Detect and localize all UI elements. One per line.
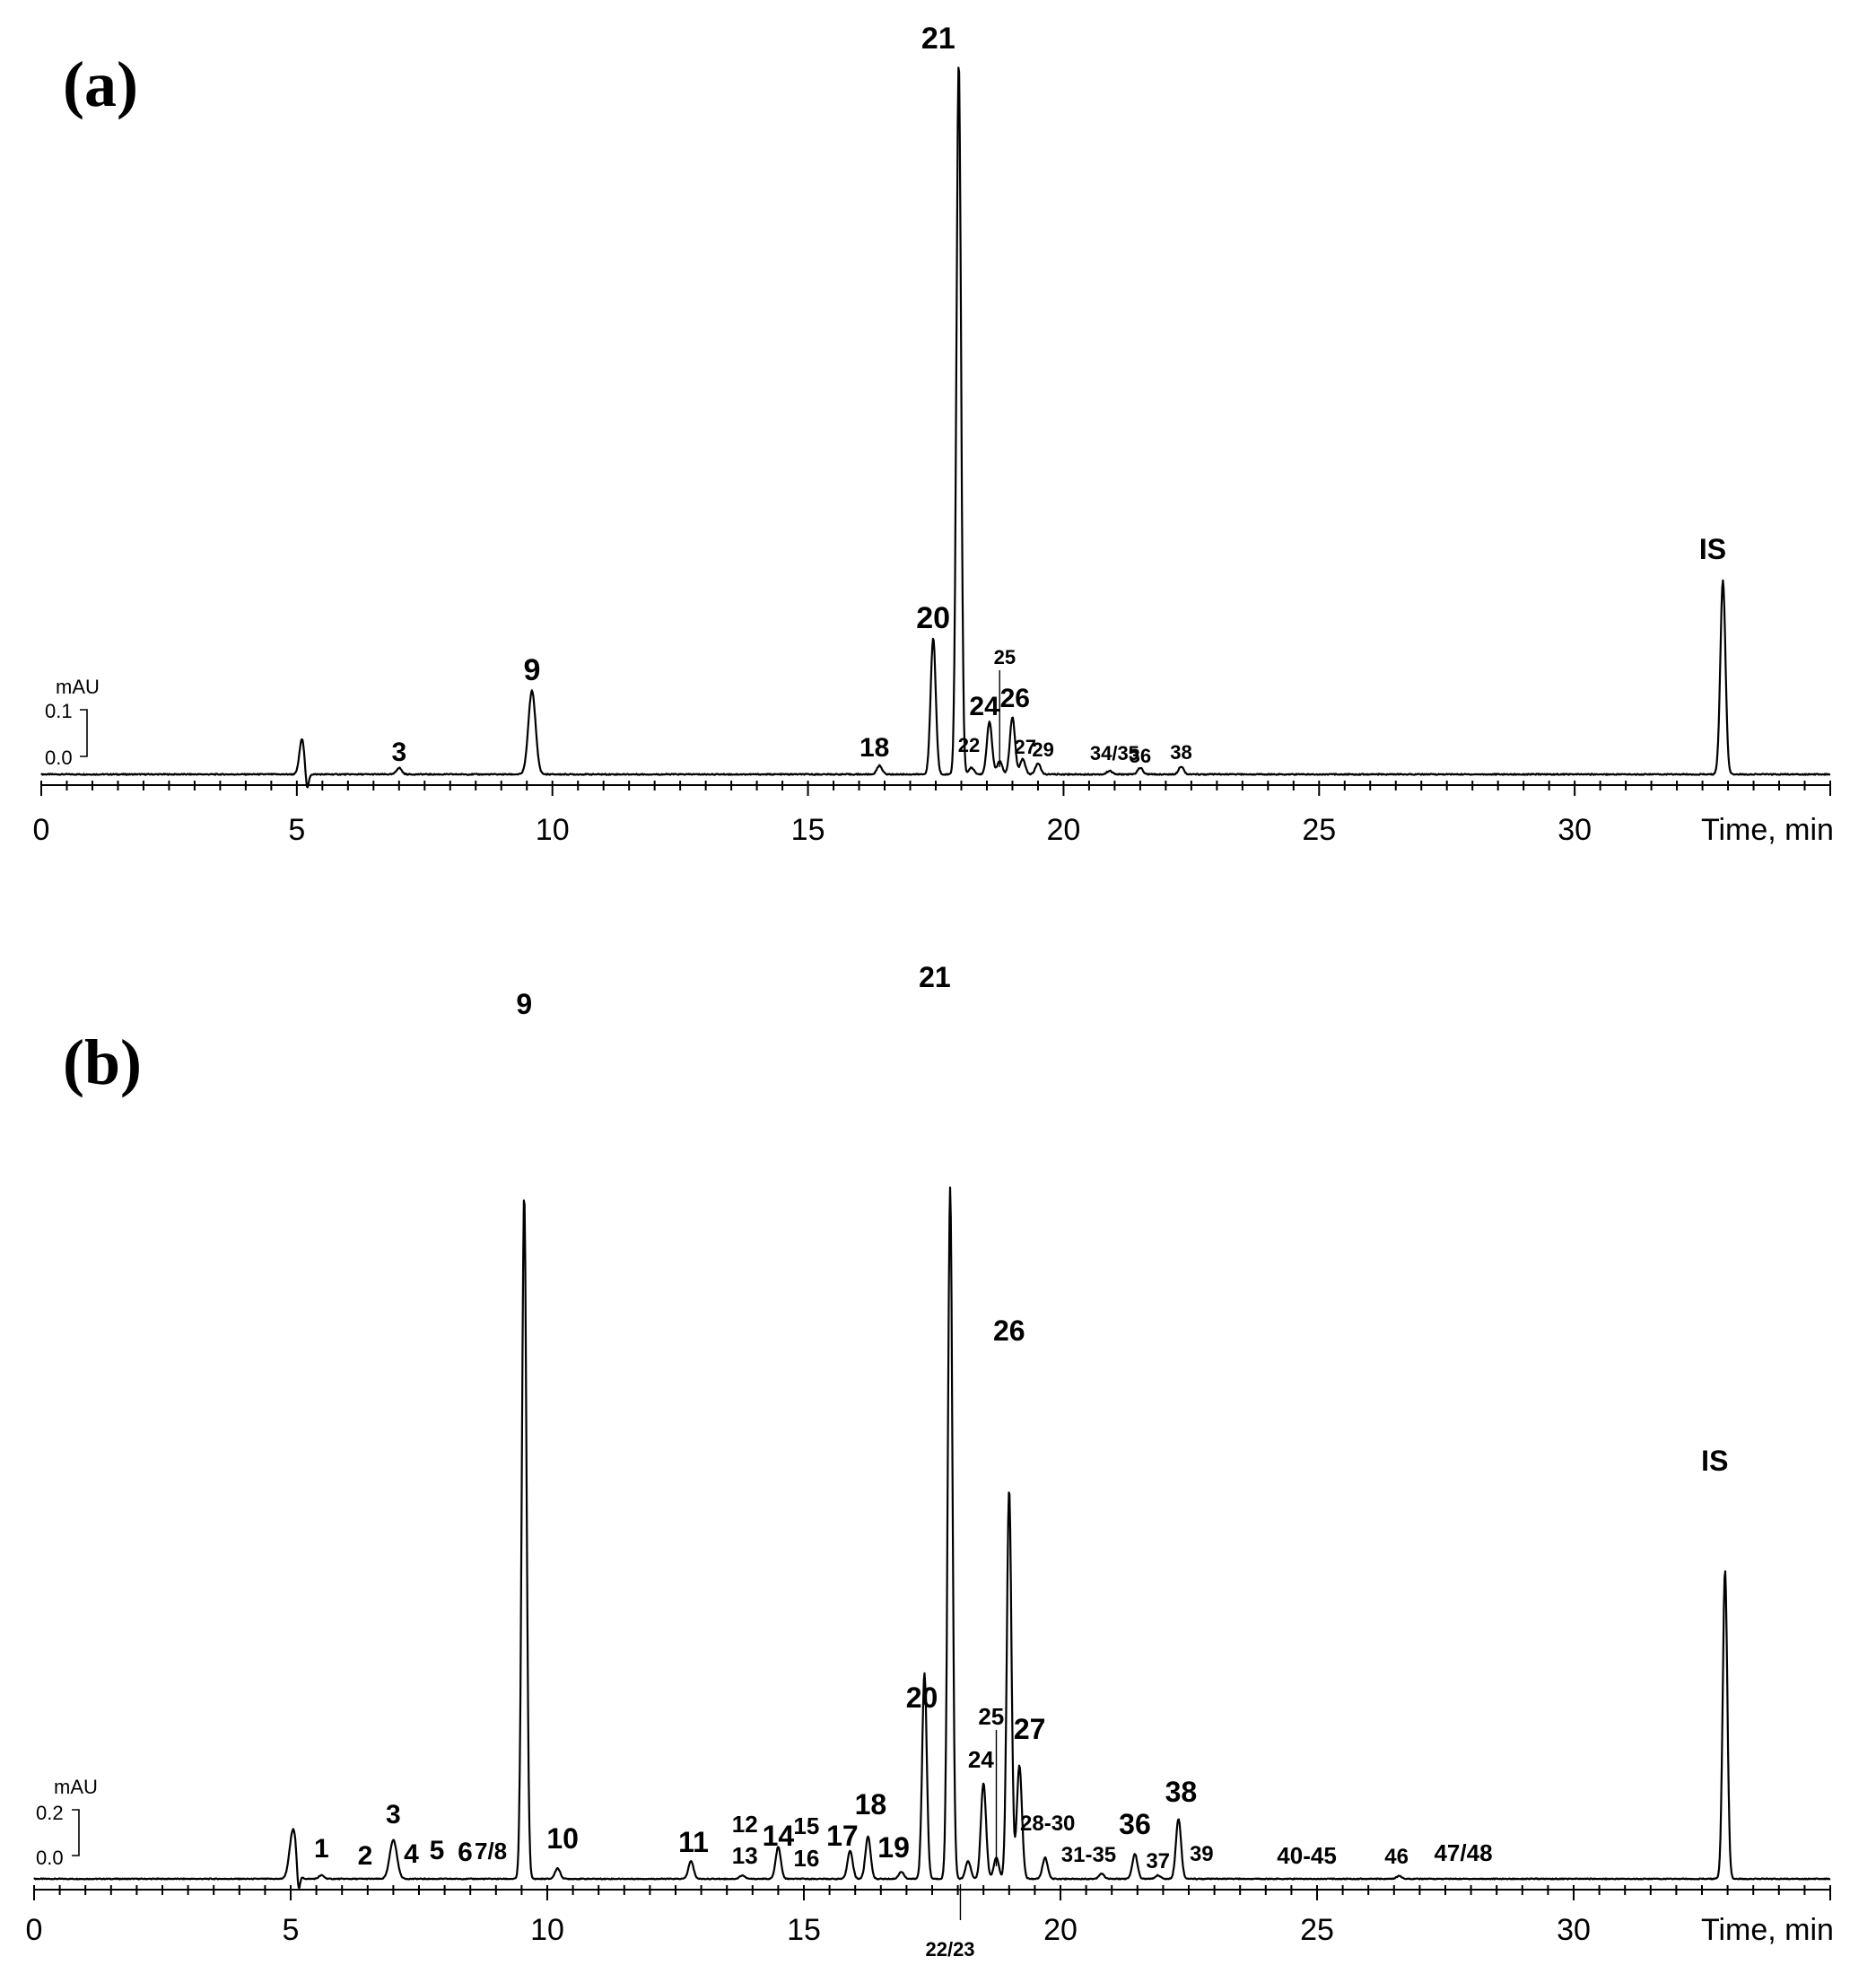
peak-label: 40-45	[1277, 1842, 1337, 1869]
peak-label: 21	[919, 961, 951, 993]
y-scale-bar	[72, 1809, 80, 1856]
y-scale-low: 0.0	[36, 1847, 64, 1869]
y-scale-bar	[80, 709, 88, 757]
peak-label: 20	[916, 601, 950, 635]
peak-label: 36	[1119, 1808, 1151, 1840]
peak-label: 29	[1032, 738, 1053, 761]
x-tick-label: 20	[1043, 1913, 1078, 1947]
peak-label: 38	[1170, 741, 1191, 764]
peak-label: 27	[1014, 1713, 1046, 1745]
peak-label: 22	[958, 734, 980, 756]
peak-label: 25	[978, 1703, 1004, 1730]
peak-label: IS	[1699, 533, 1726, 565]
peak-label: 11	[678, 1826, 709, 1858]
x-tick-label: 10	[536, 813, 570, 847]
peak-label: 14	[763, 1820, 795, 1852]
peak-label: 31-35	[1061, 1843, 1116, 1867]
peak-label: 7/8	[475, 1838, 507, 1865]
x-tick-label: 0	[26, 1913, 43, 1947]
peak-label: 1	[314, 1834, 329, 1864]
peak-label: 34/35	[1090, 742, 1139, 764]
peak-label: 22/23	[925, 1938, 974, 1961]
peak-label: 12	[732, 1811, 758, 1838]
peak-label: 38	[1165, 1776, 1198, 1808]
x-tick-label: 25	[1300, 1913, 1334, 1947]
peak-label: 9	[516, 988, 532, 1020]
y-unit-label: mAU	[56, 676, 100, 698]
peak-label: 5	[430, 1836, 445, 1865]
peak-label: 13	[732, 1842, 758, 1869]
peak-label: 25	[994, 646, 1016, 668]
peak-label: 24	[969, 692, 999, 721]
peak-label: 18	[855, 1788, 887, 1821]
x-tick-label: 30	[1558, 813, 1592, 847]
x-tick-label: 5	[283, 1913, 300, 1947]
panel-label: (a)	[63, 48, 138, 120]
x-tick-label: 15	[787, 1913, 821, 1947]
peak-label: 24	[968, 1746, 994, 1773]
panel-label: (b)	[63, 1026, 142, 1098]
peak-label: 10	[546, 1822, 579, 1855]
peak-label: 20	[906, 1681, 938, 1714]
peak-label: 27	[1014, 736, 1035, 758]
peak-label: 3	[391, 738, 406, 767]
chromatogram-trace	[40, 66, 1831, 789]
x-axis-title: Time, min	[1701, 1913, 1834, 1947]
peak-label: 16	[793, 1845, 819, 1872]
x-tick-label: 0	[33, 813, 50, 847]
y-unit-label: mAU	[54, 1776, 98, 1798]
y-scale-low: 0.0	[45, 747, 73, 769]
x-tick-label: 10	[530, 1913, 564, 1947]
peak-label: 39	[1190, 1842, 1214, 1866]
peak-label: 36	[1130, 745, 1151, 767]
peak-label: 18	[859, 733, 889, 763]
peak-label: IS	[1701, 1445, 1728, 1477]
x-tick-label: 30	[1557, 1913, 1591, 1947]
peak-label: 2	[358, 1841, 373, 1871]
peak-label: 17	[826, 1820, 859, 1852]
peak-label: 26	[1000, 684, 1030, 713]
peak-label: 47/48	[1434, 1839, 1492, 1866]
peak-label: 21	[921, 22, 955, 56]
peak-label: 6	[458, 1838, 473, 1867]
x-axis-title: Time, min	[1701, 813, 1834, 847]
x-tick-label: 20	[1047, 813, 1081, 847]
peak-label: 4	[404, 1839, 419, 1869]
peak-label: 26	[993, 1314, 1025, 1347]
peak-label: 3	[386, 1800, 401, 1830]
x-tick-label: 15	[791, 813, 825, 847]
peak-label: 37	[1146, 1849, 1170, 1873]
peak-label: 9	[523, 653, 540, 687]
x-tick-label: 25	[1302, 813, 1336, 847]
peak-label: 28-30	[1020, 1812, 1075, 1836]
peak-label: 15	[793, 1812, 819, 1839]
chromatogram-trace	[33, 1186, 1831, 1889]
y-scale-high: 0.2	[36, 1802, 64, 1824]
peak-label: 46	[1384, 1845, 1409, 1869]
y-scale-high: 0.1	[45, 700, 73, 722]
peak-label: 19	[877, 1831, 910, 1864]
x-tick-label: 5	[288, 813, 305, 847]
